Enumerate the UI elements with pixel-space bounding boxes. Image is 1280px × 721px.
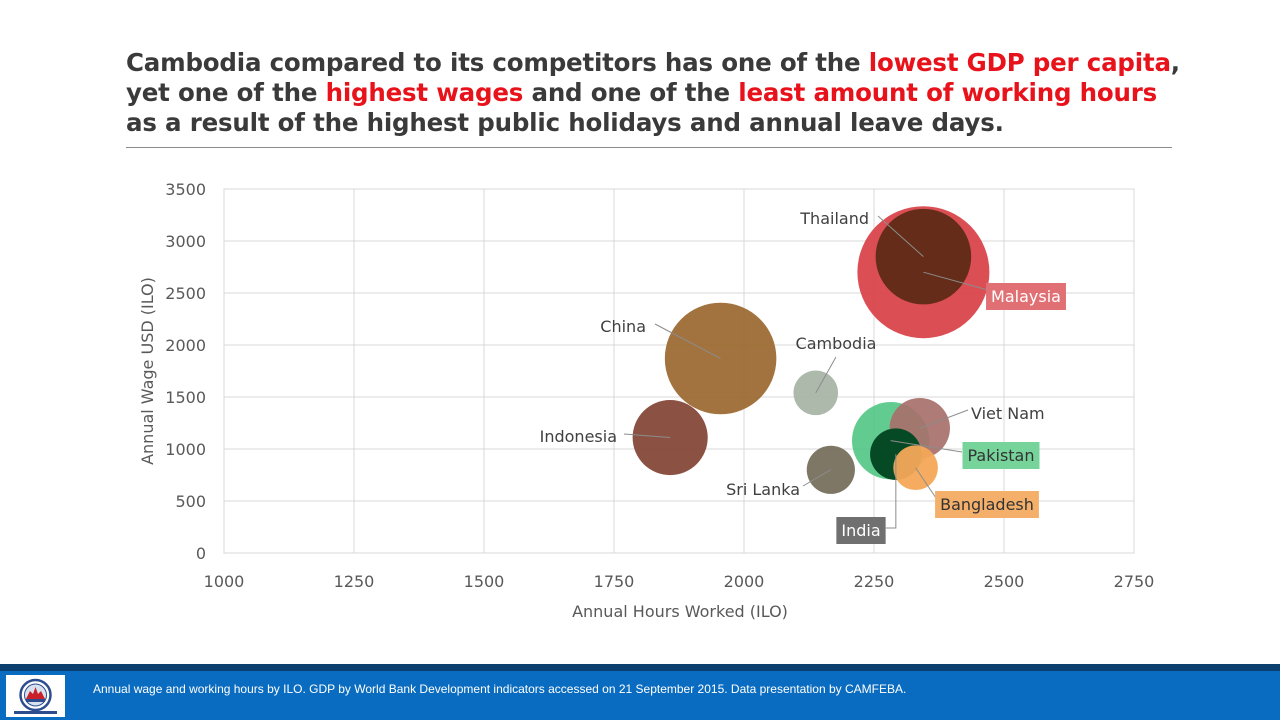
headline-text: and one of the — [523, 78, 739, 107]
footer-source-note: Annual wage and working hours by ILO. GD… — [93, 682, 907, 696]
y-tick-label: 500 — [175, 492, 206, 511]
label-layer: Malaysia Thailand China Cambodia Indonesia Vi… — [540, 209, 1066, 544]
data-label-cambodia: Cambodia — [796, 334, 877, 353]
data-label-sri-lanka: Sri Lanka — [726, 480, 800, 499]
x-tick-label: 1750 — [594, 572, 635, 591]
y-tick-label: 2500 — [165, 284, 206, 303]
headline-text: , yet one of the — [126, 48, 1180, 107]
data-label-pakistan: Pakistan — [968, 446, 1035, 465]
data-label-thailand: Thailand — [799, 209, 869, 228]
title-divider — [126, 147, 1172, 148]
y-tick-label: 1500 — [165, 388, 206, 407]
data-label-box-bangladesh — [935, 491, 1039, 518]
tick-layer: 1000 1250 1500 1750 2000 2250 2500 2750 0 500 1000… — [165, 180, 1154, 591]
y-tick-label: 0 — [196, 544, 206, 563]
data-label-box-india — [836, 517, 886, 544]
footer-bar — [0, 664, 1280, 720]
leader-line-cambodia — [815, 356, 837, 394]
leader-line-bangladesh — [915, 467, 937, 499]
headline-text: Cambodia compared to its competitors has… — [126, 48, 869, 77]
x-tick-label: 2000 — [724, 572, 765, 591]
data-label-bangladesh: Bangladesh — [940, 495, 1034, 514]
bubble-chart: 1000 1250 1500 1750 2000 2250 2500 2750 0 500 1000… — [138, 180, 1154, 621]
x-tick-label: 1250 — [334, 572, 375, 591]
leader-line-china — [654, 323, 721, 359]
leader-line-india — [886, 454, 897, 529]
data-label-box-pakistan — [962, 442, 1040, 469]
data-label-malaysia: Malaysia — [991, 287, 1061, 306]
leader-line-thailand — [877, 215, 924, 257]
x-tick-label: 2750 — [1114, 572, 1155, 591]
leader-line-viet-nam — [919, 409, 969, 429]
leader-line-pakistan — [890, 440, 963, 453]
headline-highlight: highest wages — [325, 78, 524, 107]
x-tick-label: 1000 — [204, 572, 245, 591]
headline-text: as a result of the highest public holida… — [126, 108, 1004, 137]
data-label-indonesia: Indonesia — [540, 427, 617, 446]
data-label-viet-nam: Viet Nam — [971, 404, 1045, 423]
headline: Cambodia compared to its competitors has… — [126, 48, 1186, 138]
x-axis-title: Annual Hours Worked (ILO) — [572, 602, 788, 621]
y-tick-label: 2000 — [165, 336, 206, 355]
x-tick-label: 2500 — [984, 572, 1025, 591]
camfeba-logo — [6, 675, 65, 717]
x-tick-label: 2250 — [854, 572, 895, 591]
leader-line-indonesia — [623, 433, 671, 439]
y-axis-title: Annual Wage USD (ILO) — [138, 277, 157, 465]
y-tick-label: 3000 — [165, 232, 206, 251]
leader-line-malaysia — [923, 271, 989, 291]
headline-highlight: least amount of working hours — [738, 78, 1158, 107]
data-label-india: India — [841, 521, 880, 540]
leader-layer — [623, 215, 989, 529]
leader-line-sri-lanka — [802, 469, 832, 487]
x-tick-label: 1500 — [464, 572, 505, 591]
headline-highlight: lowest GDP per capita — [868, 48, 1171, 77]
y-tick-label: 3500 — [165, 180, 206, 199]
y-tick-label: 1000 — [165, 440, 206, 459]
footer-accent-stripe — [0, 664, 1280, 671]
data-label-box-malaysia — [986, 283, 1066, 310]
data-label-china: China — [600, 317, 646, 336]
logo-emblem-icon — [14, 678, 57, 714]
